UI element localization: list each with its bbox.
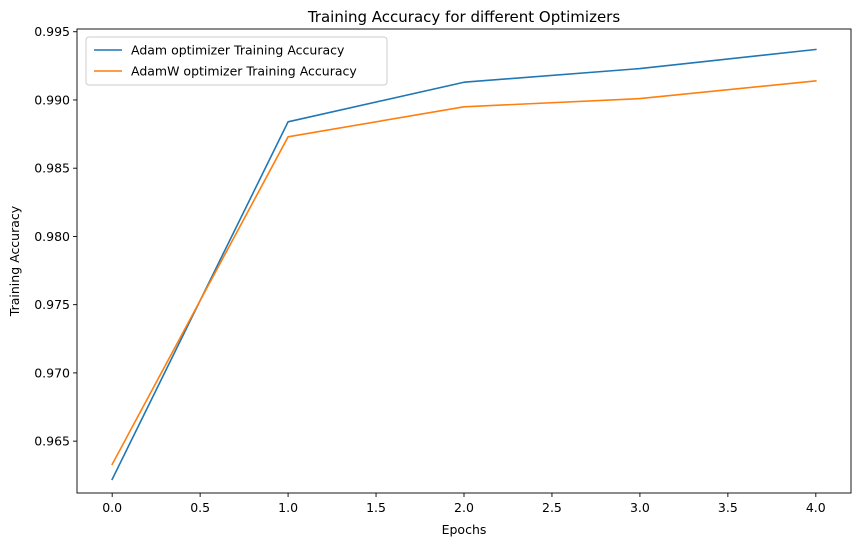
x-tick-label: 0.5 [190, 500, 210, 515]
x-tick-label: 2.5 [542, 500, 562, 515]
series-line-adam [111, 48, 817, 481]
x-tick-label: 1.0 [278, 500, 298, 515]
x-tick-label: 2.0 [454, 500, 474, 515]
x-tick-label: 3.5 [718, 500, 738, 515]
y-tick-label: 0.990 [34, 92, 70, 107]
legend-label: AdamW optimizer Training Accuracy [131, 64, 357, 79]
y-tick-label: 0.985 [34, 161, 70, 176]
y-tick-label: 0.975 [34, 297, 70, 312]
x-axis: 0.0 0.5 1.0 1.5 2.0 2.5 3.0 3.5 4.0 [102, 493, 826, 515]
y-tick-label: 0.995 [34, 24, 70, 39]
x-tick-label: 1.5 [366, 500, 386, 515]
y-axis: 0.965 0.970 0.975 0.980 0.985 0.990 0.995 [34, 24, 77, 449]
legend: Adam optimizer Training Accuracy AdamW op… [85, 36, 388, 86]
legend-label: Adam optimizer Training Accuracy [131, 43, 345, 58]
x-axis-label: Epochs [442, 522, 487, 537]
series-layer [111, 48, 817, 481]
legend-box [85, 36, 388, 86]
chart-title: Training Accuracy for different Optimize… [307, 8, 620, 26]
y-tick-label: 0.980 [34, 229, 70, 244]
x-tick-label: 4.0 [806, 500, 826, 515]
series-line-adamw [111, 79, 817, 466]
y-tick-label: 0.965 [34, 434, 70, 449]
x-tick-label: 0.0 [102, 500, 122, 515]
y-tick-label: 0.970 [34, 365, 70, 380]
x-tick-label: 3.0 [630, 500, 650, 515]
y-axis-label: Training Accuracy [7, 205, 22, 317]
